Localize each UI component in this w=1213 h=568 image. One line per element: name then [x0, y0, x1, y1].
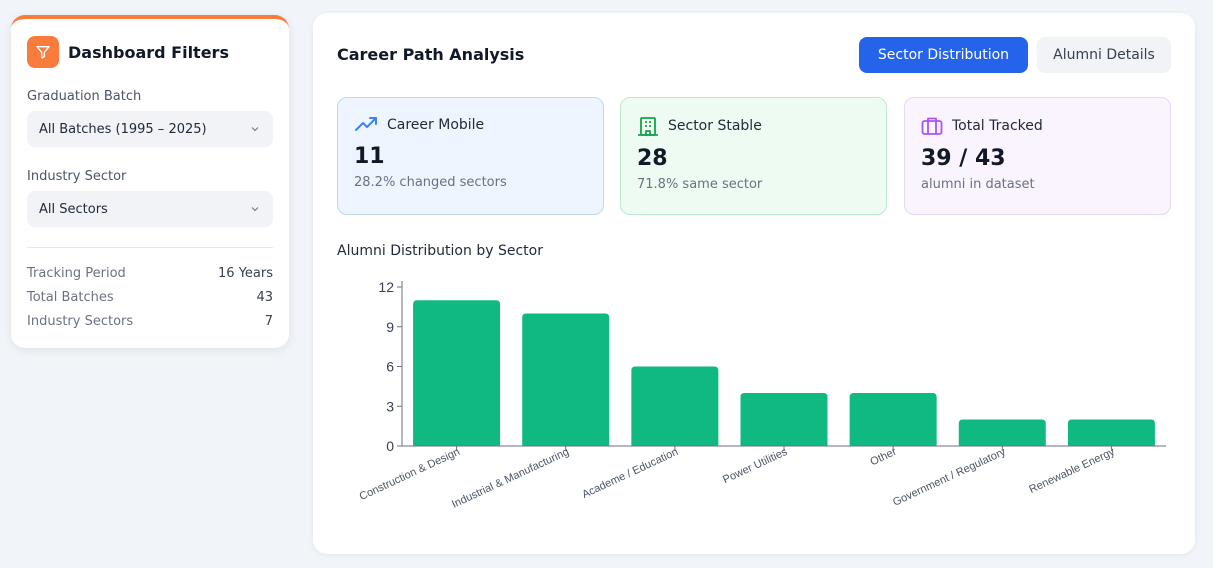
stat-total-batches: Total Batches 43 [27, 290, 273, 305]
bar [1067, 419, 1155, 446]
stat-label: Total Batches [27, 290, 114, 305]
kpi-value: 28 [637, 146, 668, 171]
briefcase-icon [921, 117, 943, 135]
stat-value: 43 [256, 290, 273, 305]
stat-label: Tracking Period [27, 266, 126, 281]
dashboard-filters-card: Dashboard Filters Graduation Batch All B… [11, 15, 289, 348]
filters-divider [27, 247, 273, 248]
graduation-batch-label: Graduation Batch [27, 89, 142, 104]
page-title: Career Path Analysis [337, 45, 525, 64]
y-tick-label: 0 [386, 438, 394, 454]
chart-title: Alumni Distribution by Sector [337, 243, 543, 259]
x-tick-label: Other [868, 446, 898, 469]
industry-sector-label: Industry Sector [27, 169, 127, 184]
kpi-label: Sector Stable [668, 118, 762, 134]
kpi-value: 11 [354, 144, 385, 169]
trending-up-icon [355, 117, 377, 131]
building-icon [638, 117, 658, 136]
stat-label: Industry Sectors [27, 314, 134, 329]
chevron-down-icon [251, 207, 259, 212]
kpi-label: Career Mobile [387, 117, 485, 133]
chevron-down-icon [251, 127, 259, 132]
x-tick-label: Construction & Design [358, 446, 462, 503]
kpi-label: Total Tracked [952, 118, 1043, 134]
stat-value: 16 Years [218, 266, 273, 281]
filters-title: Dashboard Filters [68, 42, 229, 62]
x-tick-label: Government / Regulatory [891, 446, 1008, 509]
graduation-batch-select[interactable]: All Batches (1995 – 2025) [27, 111, 273, 147]
bar [631, 366, 719, 446]
x-tick-label: Renewable Energy [1027, 446, 1117, 496]
stat-value: 7 [264, 314, 273, 329]
bar [740, 393, 828, 446]
industry-sector-select[interactable]: All Sectors [27, 191, 273, 227]
kpi-subtext: 28.2% changed sectors [354, 175, 507, 190]
bar [413, 300, 501, 446]
kpi-value: 39 / 43 [921, 146, 1006, 171]
industry-sector-value: All Sectors [39, 201, 108, 217]
kpi-subtext: 71.8% same sector [637, 177, 763, 192]
y-tick-label: 9 [386, 319, 394, 335]
bar [849, 393, 937, 446]
y-tick-label: 12 [378, 279, 394, 295]
bar [522, 313, 610, 446]
y-tick-label: 6 [386, 359, 394, 375]
funnel-icon [27, 36, 59, 68]
x-tick-label: Power Utilities [721, 446, 790, 487]
stat-tracking-period: Tracking Period 16 Years [27, 266, 273, 281]
kpi-career-mobile: Career Mobile 11 28.2% changed sectors [337, 97, 604, 215]
bar [958, 419, 1046, 446]
x-tick-label: Industrial & Manufacturing [450, 446, 571, 511]
x-tick-label: Academe / Education [580, 446, 680, 501]
tab-alumni-details[interactable]: Alumni Details [1037, 37, 1171, 73]
graduation-batch-value: All Batches (1995 – 2025) [39, 121, 207, 137]
y-tick-label: 3 [386, 398, 394, 414]
filters-header: Dashboard Filters [27, 36, 229, 68]
kpi-sector-stable: Sector Stable 28 71.8% same sector [620, 97, 887, 215]
kpi-subtext: alumni in dataset [921, 177, 1035, 192]
stat-industry-sectors: Industry Sectors 7 [27, 314, 273, 329]
career-path-panel: Career Path Analysis Sector Distribution… [313, 13, 1195, 554]
tab-sector-distribution[interactable]: Sector Distribution [859, 37, 1028, 73]
kpi-total-tracked: Total Tracked 39 / 43 alumni in dataset [904, 97, 1171, 215]
